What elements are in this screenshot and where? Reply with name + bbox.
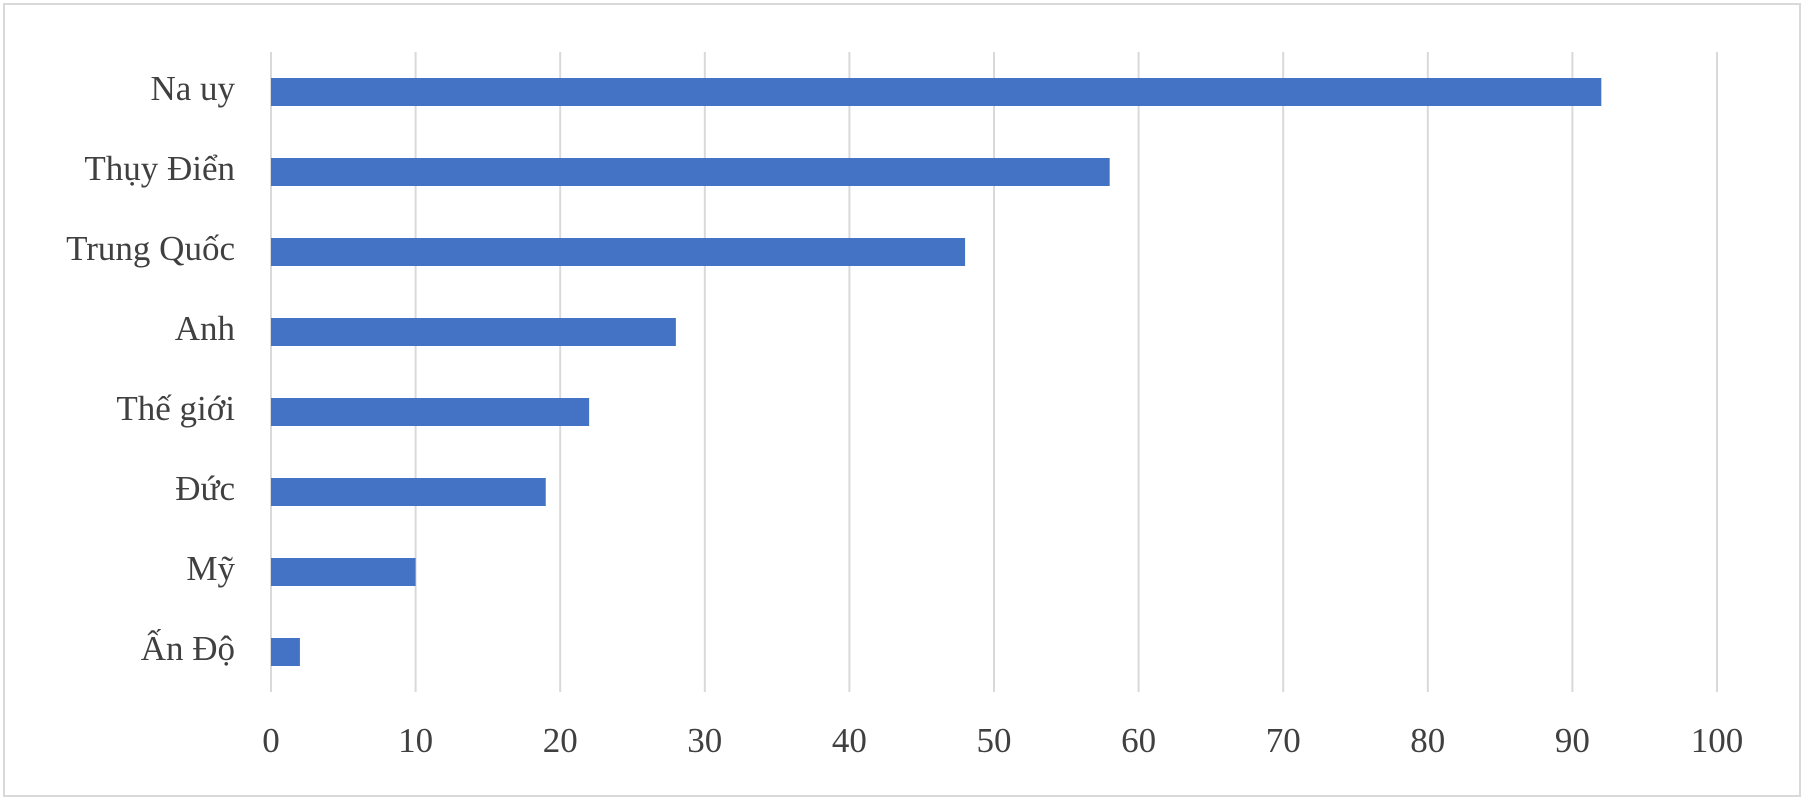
x-tick-label: 90 xyxy=(1555,721,1590,760)
x-tick-label: 40 xyxy=(832,721,867,760)
x-tick-label: 20 xyxy=(543,721,578,760)
y-tick-label: Thế giới xyxy=(116,389,235,428)
x-tick-label: 100 xyxy=(1691,721,1744,760)
bar xyxy=(271,318,676,346)
x-tick-label: 30 xyxy=(687,721,722,760)
y-tick-label: Na uy xyxy=(150,69,235,108)
x-tick-label: 60 xyxy=(1121,721,1156,760)
y-tick-label: Thụy Điển xyxy=(84,149,235,188)
y-tick-label: Mỹ xyxy=(186,549,235,588)
bar xyxy=(271,398,590,426)
bar xyxy=(271,158,1110,186)
y-tick-label: Anh xyxy=(175,309,236,348)
bar xyxy=(271,238,966,266)
bar xyxy=(271,558,416,586)
x-tick-label: 0 xyxy=(262,721,280,760)
bar xyxy=(271,638,300,666)
y-tick-label: Đức xyxy=(175,469,235,508)
x-tick-label: 70 xyxy=(1266,721,1301,760)
x-tick-label: 50 xyxy=(977,721,1012,760)
bar xyxy=(271,78,1602,106)
y-tick-label: Ấn Độ xyxy=(141,628,235,668)
x-tick-label: 10 xyxy=(398,721,433,760)
x-tick-label: 80 xyxy=(1410,721,1445,760)
bar xyxy=(271,478,546,506)
y-tick-label: Trung Quốc xyxy=(66,229,235,268)
